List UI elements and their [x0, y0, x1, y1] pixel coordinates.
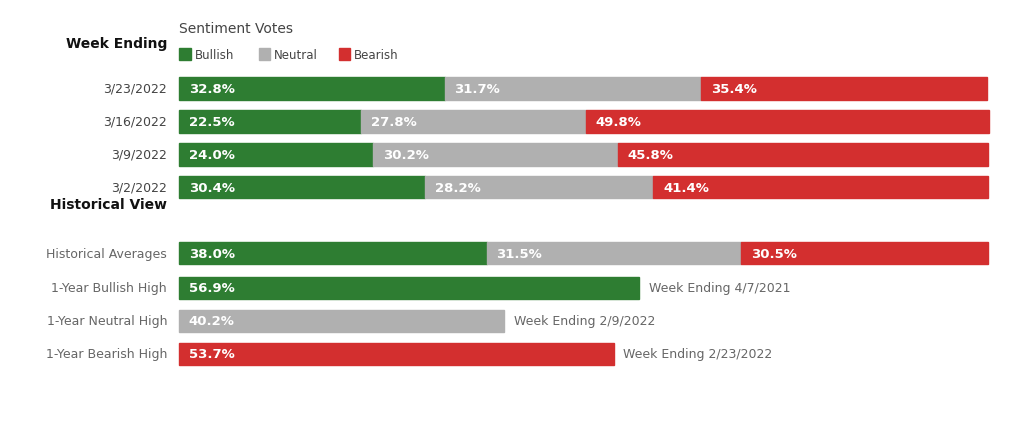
- Text: 28.2%: 28.2%: [435, 181, 480, 194]
- Text: Bullish: Bullish: [195, 49, 233, 61]
- Bar: [361, 110, 586, 133]
- Text: Sentiment Votes: Sentiment Votes: [179, 22, 293, 35]
- Bar: [179, 78, 444, 100]
- Text: Week Ending 2/23/2022: Week Ending 2/23/2022: [624, 348, 772, 360]
- Text: 45.8%: 45.8%: [628, 148, 673, 161]
- Bar: [179, 277, 640, 299]
- Text: 3/2/2022: 3/2/2022: [112, 181, 167, 194]
- Bar: [586, 110, 989, 133]
- Text: 56.9%: 56.9%: [188, 282, 234, 295]
- Text: 22.5%: 22.5%: [188, 115, 234, 128]
- Text: 30.5%: 30.5%: [752, 247, 797, 260]
- Text: 40.2%: 40.2%: [188, 315, 234, 328]
- Text: 30.2%: 30.2%: [383, 148, 429, 161]
- Text: 32.8%: 32.8%: [188, 83, 234, 95]
- Bar: [179, 310, 505, 333]
- Bar: [486, 242, 741, 265]
- Bar: [179, 242, 486, 265]
- Bar: [179, 110, 361, 133]
- Text: 31.7%: 31.7%: [455, 83, 500, 95]
- Bar: [741, 242, 988, 265]
- Text: 35.4%: 35.4%: [711, 83, 757, 95]
- Text: Bearish: Bearish: [354, 49, 398, 61]
- Bar: [653, 176, 988, 199]
- Bar: [444, 78, 701, 100]
- Text: 1-Year Bearish High: 1-Year Bearish High: [46, 348, 167, 360]
- Text: 30.4%: 30.4%: [188, 181, 234, 194]
- Text: 41.4%: 41.4%: [663, 181, 709, 194]
- Bar: [425, 176, 653, 199]
- Text: 24.0%: 24.0%: [188, 148, 234, 161]
- Bar: [179, 49, 190, 61]
- Text: 3/16/2022: 3/16/2022: [103, 115, 167, 128]
- Text: 3/23/2022: 3/23/2022: [103, 83, 167, 95]
- Text: Week Ending 4/7/2021: Week Ending 4/7/2021: [649, 282, 791, 295]
- Bar: [259, 49, 270, 61]
- Text: 1-Year Neutral High: 1-Year Neutral High: [46, 315, 167, 328]
- Bar: [374, 144, 617, 166]
- Bar: [617, 144, 988, 166]
- Text: Week Ending 2/9/2022: Week Ending 2/9/2022: [514, 315, 655, 328]
- Bar: [339, 49, 350, 61]
- Bar: [179, 176, 425, 199]
- Text: Week Ending: Week Ending: [66, 37, 167, 51]
- Bar: [701, 78, 987, 100]
- Bar: [179, 343, 613, 366]
- Text: 31.5%: 31.5%: [497, 247, 542, 260]
- Text: Historical View: Historical View: [50, 197, 167, 211]
- Bar: [179, 144, 374, 166]
- Text: Neutral: Neutral: [274, 49, 318, 61]
- Text: 3/9/2022: 3/9/2022: [112, 148, 167, 161]
- Text: 38.0%: 38.0%: [188, 247, 234, 260]
- Text: 1-Year Bullish High: 1-Year Bullish High: [51, 282, 167, 295]
- Text: 27.8%: 27.8%: [371, 115, 417, 128]
- Text: Historical Averages: Historical Averages: [46, 247, 167, 260]
- Text: 53.7%: 53.7%: [188, 348, 234, 360]
- Text: 49.8%: 49.8%: [596, 115, 642, 128]
